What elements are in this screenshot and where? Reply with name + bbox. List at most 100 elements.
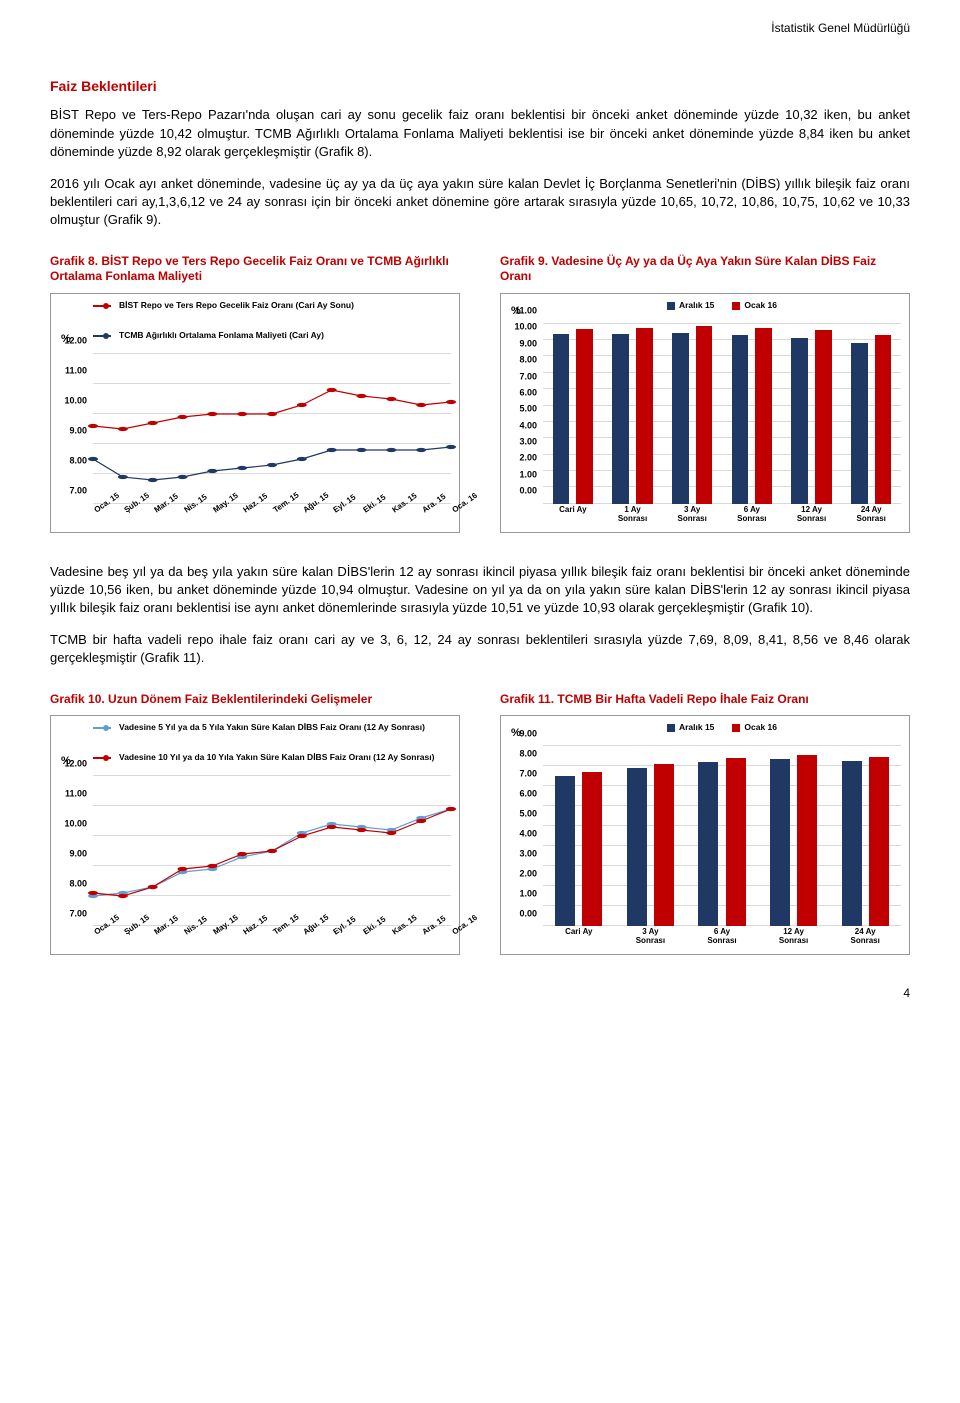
data-marker — [327, 448, 337, 452]
data-marker — [207, 412, 217, 416]
x-tick: 1 Ay Sonrası — [603, 506, 663, 530]
legend-label: Vadesine 5 Yıl ya da 5 Yıla Yakın Süre K… — [119, 722, 425, 734]
y-tick: 7.00 — [69, 485, 87, 498]
data-marker — [446, 445, 456, 449]
legend-label: Ocak 16 — [744, 300, 777, 312]
grid-line — [543, 437, 901, 438]
header-org: İstatistik Genel Müdürlüğü — [50, 20, 910, 37]
legend-item: Ocak 16 — [732, 722, 777, 734]
data-marker — [297, 834, 307, 838]
bar — [627, 768, 647, 926]
y-tick: 4.00 — [519, 419, 537, 432]
y-tick: 0.00 — [519, 907, 537, 920]
y-tick: 5.00 — [519, 807, 537, 820]
data-marker — [207, 864, 217, 868]
data-marker — [356, 448, 366, 452]
x-tick: 12 Ay Sonrası — [758, 928, 830, 952]
data-marker — [177, 475, 187, 479]
y-tick: 1.00 — [519, 887, 537, 900]
y-tick: 9.00 — [519, 727, 537, 740]
bar — [654, 764, 674, 926]
y-axis: 7.008.009.0010.0011.0012.00 — [51, 776, 91, 926]
bar — [875, 335, 892, 504]
chart11-title: Grafik 11. TCMB Bir Hafta Vadeli Repo İh… — [500, 692, 910, 708]
legend-item: BİST Repo ve Ters Repo Gecelik Faiz Oran… — [93, 300, 354, 312]
data-marker — [177, 867, 187, 871]
chart9: %Aralık 15Ocak 160.001.002.003.004.005.0… — [500, 293, 910, 533]
grid-line — [543, 388, 901, 389]
chart8: %BİST Repo ve Ters Repo Gecelik Faiz Ora… — [50, 293, 460, 533]
y-tick: 2.00 — [519, 867, 537, 880]
legend-label: Vadesine 10 Yıl ya da 10 Yıla Yakın Süre… — [119, 752, 434, 764]
grid-line — [543, 454, 901, 455]
y-tick: 4.00 — [519, 827, 537, 840]
y-tick: 8.00 — [519, 747, 537, 760]
data-marker — [148, 421, 158, 425]
y-tick: 12.00 — [64, 757, 87, 770]
grid-line — [543, 486, 901, 487]
chart-legend: Vadesine 5 Yıl ya da 5 Yıla Yakın Süre K… — [93, 722, 451, 764]
data-marker — [446, 400, 456, 404]
x-tick: 24 Ay Sonrası — [841, 506, 901, 530]
bar — [851, 343, 868, 503]
data-marker — [177, 415, 187, 419]
bar — [815, 330, 832, 504]
chart9-title: Grafik 9. Vadesine Üç Ay ya da Üç Aya Ya… — [500, 254, 910, 285]
data-marker — [416, 448, 426, 452]
section-title: Faiz Beklentileri — [50, 77, 910, 97]
bar — [696, 326, 713, 504]
legend-label: Aralık 15 — [679, 722, 714, 734]
chart8-title: Grafik 8. BİST Repo ve Ters Repo Gecelik… — [50, 254, 460, 285]
x-tick: Oca. 16 — [451, 914, 479, 938]
legend-label: BİST Repo ve Ters Repo Gecelik Faiz Oran… — [119, 300, 354, 312]
y-axis: 0.001.002.003.004.005.006.007.008.009.00… — [501, 324, 541, 504]
data-marker — [88, 891, 98, 895]
bar — [797, 755, 817, 926]
data-marker — [446, 807, 456, 811]
grid-line — [543, 745, 901, 746]
data-marker — [237, 466, 247, 470]
x-axis: Oca. 15Şub. 15Mar. 15Nis. 15May. 15Haz. … — [93, 506, 451, 530]
grid-line — [543, 503, 901, 504]
y-tick: 7.00 — [69, 907, 87, 920]
x-tick: 6 Ay Sonrası — [686, 928, 758, 952]
y-tick: 10.00 — [64, 817, 87, 830]
y-tick: 7.00 — [519, 767, 537, 780]
bar — [726, 758, 746, 926]
data-marker — [416, 403, 426, 407]
bar — [553, 334, 570, 503]
legend-item: Vadesine 10 Yıl ya da 10 Yıla Yakın Süre… — [93, 752, 434, 764]
chart-legend: BİST Repo ve Ters Repo Gecelik Faiz Oran… — [93, 300, 451, 342]
plot-area — [543, 746, 901, 926]
data-marker — [118, 475, 128, 479]
grid-line — [543, 421, 901, 422]
grid-line — [543, 323, 901, 324]
bar — [576, 329, 593, 503]
bar — [770, 759, 790, 926]
y-tick: 9.00 — [69, 847, 87, 860]
y-tick: 9.00 — [519, 338, 537, 351]
y-tick: 5.00 — [519, 403, 537, 416]
bar — [698, 762, 718, 926]
data-marker — [327, 825, 337, 829]
data-marker — [356, 394, 366, 398]
line-svg — [93, 776, 451, 926]
data-marker — [207, 469, 217, 473]
legend-item: TCMB Ağırlıklı Ortalama Fonlama Maliyeti… — [93, 330, 324, 342]
y-tick: 8.00 — [69, 877, 87, 890]
x-axis: Cari Ay3 Ay Sonrası6 Ay Sonrası12 Ay Son… — [543, 928, 901, 952]
y-tick: 8.00 — [69, 455, 87, 468]
y-tick: 0.00 — [519, 485, 537, 498]
data-marker — [237, 412, 247, 416]
chart-titles-row-1: Grafik 8. BİST Repo ve Ters Repo Gecelik… — [50, 254, 910, 285]
legend-swatch — [732, 724, 740, 732]
data-marker — [148, 885, 158, 889]
data-marker — [88, 457, 98, 461]
y-tick: 3.00 — [519, 847, 537, 860]
bar — [869, 757, 889, 926]
grid-line — [543, 405, 901, 406]
y-tick: 6.00 — [519, 387, 537, 400]
chart-titles-row-2: Grafik 10. Uzun Dönem Faiz Beklentilerin… — [50, 692, 910, 708]
x-axis: Cari Ay1 Ay Sonrası3 Ay Sonrası6 Ay Sonr… — [543, 506, 901, 530]
y-tick: 10.00 — [64, 395, 87, 408]
